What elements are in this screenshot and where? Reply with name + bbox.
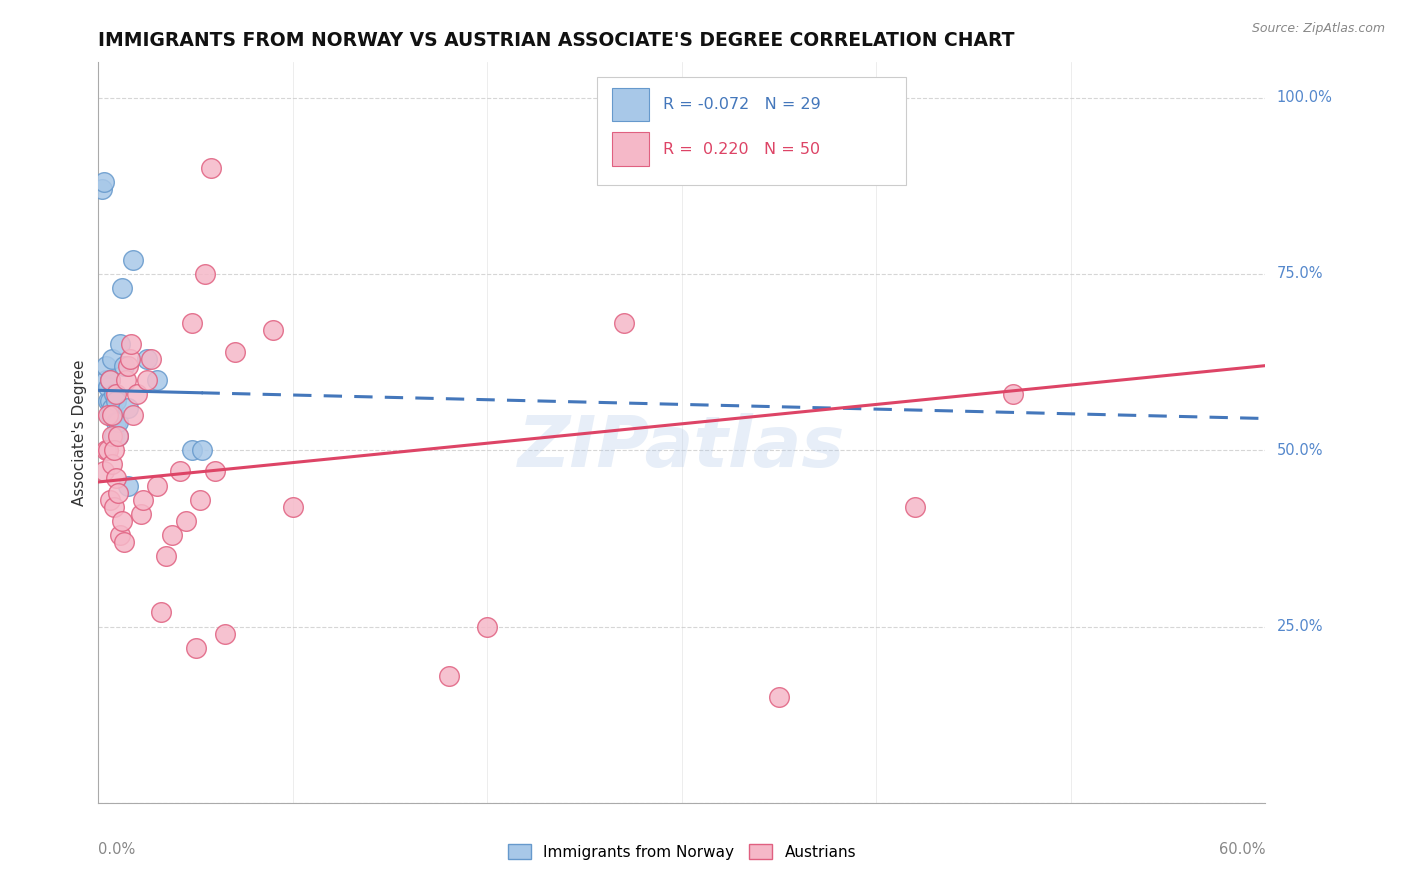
Point — [121, 337, 143, 351]
Point — [214, 626, 236, 640]
Text: ZIPatlas: ZIPatlas — [519, 413, 845, 482]
Point — [1001, 387, 1024, 401]
Point — [107, 429, 129, 443]
Point — [129, 507, 152, 521]
Point — [139, 351, 162, 366]
Point — [904, 500, 927, 514]
Point — [155, 549, 177, 563]
FancyBboxPatch shape — [612, 132, 650, 166]
Point — [98, 492, 121, 507]
Point — [101, 408, 124, 422]
Point — [108, 337, 131, 351]
Point — [103, 500, 125, 514]
Point — [97, 408, 120, 422]
Point — [107, 485, 129, 500]
Point — [103, 408, 125, 422]
Point — [101, 429, 124, 443]
Point — [180, 443, 202, 458]
Y-axis label: Associate's Degree: Associate's Degree — [72, 359, 87, 506]
Point — [188, 492, 211, 507]
Point — [118, 351, 141, 366]
Point — [96, 443, 118, 458]
Point — [146, 478, 169, 492]
Point — [190, 443, 212, 458]
Point — [96, 373, 118, 387]
Point — [107, 429, 129, 443]
Point — [104, 393, 127, 408]
Point — [103, 443, 125, 458]
Point — [97, 443, 120, 458]
Text: 75.0%: 75.0% — [1277, 267, 1323, 282]
Point — [104, 387, 127, 401]
Text: IMMIGRANTS FROM NORWAY VS AUSTRIAN ASSOCIATE'S DEGREE CORRELATION CHART: IMMIGRANTS FROM NORWAY VS AUSTRIAN ASSOC… — [98, 30, 1015, 50]
Text: 25.0%: 25.0% — [1277, 619, 1323, 634]
Point — [97, 380, 120, 394]
Point — [613, 316, 636, 330]
Point — [224, 344, 246, 359]
Point — [149, 606, 172, 620]
Point — [104, 471, 127, 485]
FancyBboxPatch shape — [612, 88, 650, 121]
Point — [114, 373, 136, 387]
Text: R =  0.220   N = 50: R = 0.220 N = 50 — [664, 142, 820, 157]
Point — [117, 359, 139, 373]
Point — [162, 528, 184, 542]
Point — [136, 351, 159, 366]
Text: R = -0.072   N = 29: R = -0.072 N = 29 — [664, 97, 821, 112]
Point — [194, 267, 217, 281]
Point — [103, 429, 125, 443]
Point — [180, 316, 202, 330]
Point — [122, 408, 145, 422]
Point — [98, 373, 121, 387]
Point — [98, 393, 121, 408]
Point — [101, 401, 124, 415]
Point — [146, 373, 169, 387]
Text: Source: ZipAtlas.com: Source: ZipAtlas.com — [1251, 22, 1385, 36]
Point — [262, 323, 284, 337]
Point — [101, 408, 124, 422]
Point — [101, 351, 124, 366]
Legend: Immigrants from Norway, Austrians: Immigrants from Norway, Austrians — [502, 838, 862, 866]
Point — [200, 161, 222, 176]
Point — [204, 464, 226, 478]
Point — [117, 478, 139, 492]
Point — [169, 464, 191, 478]
Point — [93, 464, 115, 478]
Point — [117, 401, 139, 415]
Point — [437, 669, 460, 683]
Point — [184, 640, 207, 655]
Point — [96, 359, 118, 373]
Point — [103, 387, 125, 401]
Text: 60.0%: 60.0% — [1219, 842, 1265, 856]
Point — [281, 500, 304, 514]
Point — [477, 619, 499, 633]
Point — [127, 387, 149, 401]
Point — [136, 373, 159, 387]
Point — [98, 408, 121, 422]
Point — [768, 690, 790, 704]
Point — [111, 514, 134, 528]
Point — [108, 528, 131, 542]
Text: 50.0%: 50.0% — [1277, 442, 1323, 458]
Point — [93, 175, 115, 189]
Point — [132, 492, 155, 507]
Text: 0.0%: 0.0% — [98, 842, 135, 856]
Point — [122, 252, 145, 267]
Text: 100.0%: 100.0% — [1277, 90, 1333, 105]
Point — [91, 182, 114, 196]
FancyBboxPatch shape — [596, 78, 905, 185]
Point — [97, 393, 120, 408]
Point — [98, 373, 121, 387]
Point — [104, 415, 127, 429]
Point — [112, 359, 135, 373]
Point — [107, 415, 129, 429]
Point — [174, 514, 197, 528]
Point — [112, 535, 135, 549]
Point — [111, 281, 134, 295]
Point — [101, 458, 124, 472]
